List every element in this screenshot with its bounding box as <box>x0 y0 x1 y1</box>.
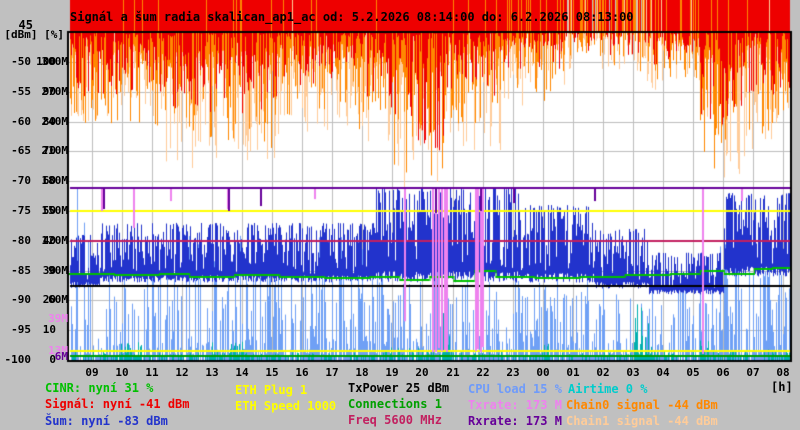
x-axis-tick-label: 09 <box>85 366 99 379</box>
y-axis-pct-label: 40 <box>42 234 56 247</box>
legend-item-eth-speed: ETH Speed 1000 <box>235 399 337 413</box>
x-axis-tick-label: 17 <box>325 366 339 379</box>
x-axis-tick-label: 08 <box>776 366 790 379</box>
y-axis-rate-label: 120M <box>41 234 69 247</box>
x-axis-tick-label: 19 <box>385 366 399 379</box>
x-axis-tick-label: 06 <box>716 366 730 379</box>
y-axis-rate-label: 150M <box>41 204 69 217</box>
y-axis-pct-label: 60 <box>42 174 56 187</box>
x-axis-tick-label: 22 <box>476 366 490 379</box>
y-axis-dbm-label: -85 <box>11 264 31 277</box>
y-axis-rate-label: 180M <box>41 174 69 187</box>
x-axis-unit-label: [h] <box>771 380 793 394</box>
y-axis-top-label: 45 <box>18 18 33 32</box>
y-axis-dbm-label: -80 <box>11 234 31 247</box>
x-axis-tick-label: 01 <box>566 366 580 379</box>
y-axis-rate-label: 300M <box>41 55 69 68</box>
y-axis-rate-label: 60M <box>48 293 68 306</box>
y-axis-dbm-label: -100 <box>4 353 32 366</box>
legend-item-cpu-load: CPU load 15 % <box>468 382 562 396</box>
y-axis-pct-label: 0 <box>49 353 56 366</box>
legend-item-txrate: Txrate: 173 M <box>468 398 562 412</box>
y-axis-rate-label: 210M <box>41 144 69 157</box>
x-axis-tick-label: 18 <box>355 366 369 379</box>
x-axis-tick-label: 07 <box>746 366 760 379</box>
x-axis-tick-label: 16 <box>295 366 309 379</box>
y-axis-dbm-label: -90 <box>11 293 31 306</box>
x-axis-tick-label: 13 <box>205 366 219 379</box>
x-axis-tick-label: 12 <box>175 366 189 379</box>
y-axis-pct-label: 70 <box>42 144 56 157</box>
x-axis-tick-label: 15 <box>265 366 279 379</box>
x-axis-tick-label: 20 <box>415 366 429 379</box>
y-axis-pct-label: 100 <box>36 55 56 68</box>
x-axis-tick-label: 11 <box>145 366 159 379</box>
y-axis-dbm-label: -75 <box>11 204 31 217</box>
y-axis-pct-label: 20 <box>42 293 56 306</box>
legend-item-sum: Šum: nyní -83 dBm <box>45 414 168 428</box>
x-axis-tick-label: 03 <box>626 366 640 379</box>
legend-item-chain0-signal: Chain0 signal -44 dBm <box>566 398 718 412</box>
x-axis-tick-label: 02 <box>596 366 610 379</box>
y-axis-pct-label: 90 <box>42 85 56 98</box>
legend-item-signal: Signál: nyní -41 dBm <box>45 397 190 411</box>
y-axis-dbm-label: -55 <box>11 85 31 98</box>
legend-item-connections: Connections 1 <box>348 397 442 411</box>
legend-item-cinr: CINR: nyní 31 % <box>45 381 154 395</box>
y-axis-pct-label: 80 <box>42 115 56 128</box>
x-axis-tick-label: 05 <box>686 366 700 379</box>
y-axis-unit-label: [dBm] [%] <box>4 28 64 41</box>
x-axis-tick-label: 04 <box>656 366 670 379</box>
y-axis-dbm-label: -60 <box>11 115 31 128</box>
y-axis-rate-min-label: 13M <box>48 344 68 357</box>
x-axis-tick-label: 10 <box>115 366 129 379</box>
x-axis-tick-label: 23 <box>506 366 520 379</box>
legend-item-freq: Freq 5600 MHz <box>348 413 442 427</box>
y-axis-rate-label: 240M <box>41 115 69 128</box>
legend-item-eth-plug: ETH Plug 1 <box>235 383 308 397</box>
y-axis-dbm-label: -65 <box>11 144 31 157</box>
y-axis-rate-min-label: 6M <box>54 350 68 363</box>
x-axis-tick-label: 00 <box>536 366 550 379</box>
y-axis-rate-label: 90M <box>48 264 68 277</box>
y-axis-pct-label: 30 <box>42 264 56 277</box>
y-axis-pct-label: 10 <box>42 323 56 336</box>
y-axis-rate-min-label: 39M <box>48 312 68 325</box>
y-axis-dbm-label: -95 <box>11 323 31 336</box>
y-axis-dbm-label: -50 <box>11 55 31 68</box>
legend-item-airtime: Airtime 0 % <box>568 382 648 396</box>
y-axis-dbm-label: -70 <box>11 174 31 187</box>
x-axis-tick-label: 14 <box>235 366 249 379</box>
x-axis-tick-label: 21 <box>446 366 460 379</box>
legend-item-rxrate: Rxrate: 173 M <box>468 414 562 428</box>
legend-item-chain1-signal: Chain1 signal -44 dBm <box>566 414 718 428</box>
y-axis-rate-label: 270M <box>41 85 69 98</box>
chart-title: Signál a šum radia skalican_ap1_ac od: 5… <box>70 10 634 24</box>
y-axis-pct-label: 50 <box>42 204 56 217</box>
legend-item-txpower: TxPower 25 dBm <box>348 381 450 395</box>
